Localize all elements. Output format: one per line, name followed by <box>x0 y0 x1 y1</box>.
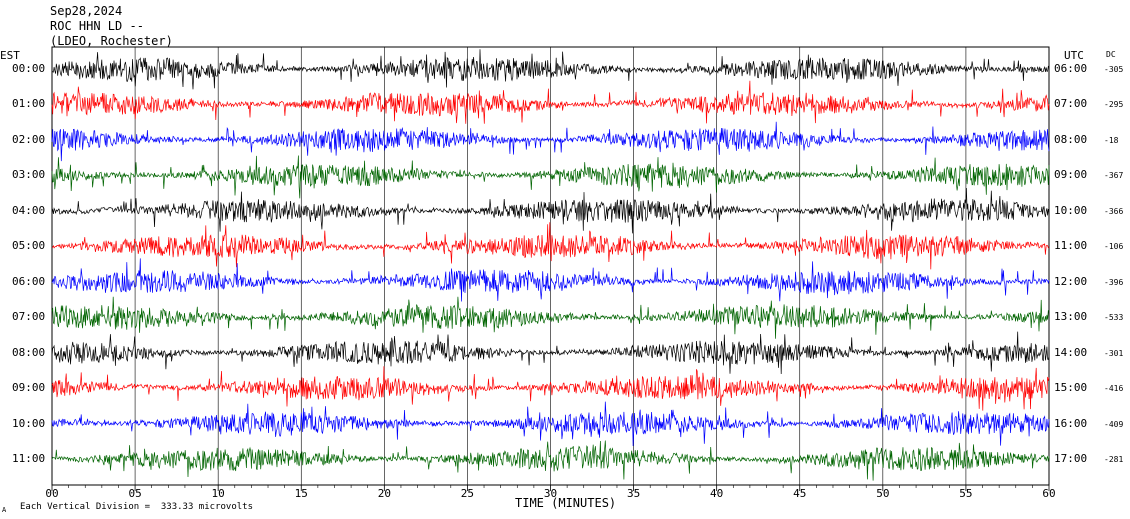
dc-label: -281 <box>1104 454 1124 464</box>
dc-label: -106 <box>1104 242 1124 252</box>
trace-1000 <box>51 401 1050 447</box>
footer-note: Each Vertical Division = 333.33 microvol… <box>20 502 253 512</box>
est-label: 04:00 <box>12 203 46 217</box>
utc-label: 10:00 <box>1054 203 1088 217</box>
dc-label: -533 <box>1104 313 1124 323</box>
x-tick-label: 50 <box>876 487 889 500</box>
x-tick-label: 15 <box>295 487 308 500</box>
trace-0300 <box>51 155 1050 199</box>
station-label: ROC HHN LD -- <box>50 19 144 33</box>
x-axis-title: TIME (MINUTES) <box>515 496 617 510</box>
utc-label: 17:00 <box>1054 451 1088 465</box>
utc-label: 07:00 <box>1054 97 1088 111</box>
dc-label: -409 <box>1104 419 1124 429</box>
est-label: 00:00 <box>12 62 46 75</box>
x-tick-label: 60 <box>1042 487 1055 500</box>
trace-0000 <box>51 49 1050 90</box>
dc-label: -301 <box>1104 348 1124 358</box>
dc-title: DC <box>1106 50 1116 59</box>
trace-0100 <box>51 80 1050 124</box>
est-label: 10:00 <box>12 416 46 430</box>
est-label: 07:00 <box>12 310 46 324</box>
network-label: (LDEO, Rochester) <box>50 34 173 48</box>
x-tick-label: 40 <box>710 487 723 500</box>
x-tick-label: 30 <box>544 487 557 500</box>
dc-label: -18 <box>1104 135 1119 145</box>
trace-0900 <box>51 366 1050 411</box>
x-tick-label: 00 <box>45 487 58 500</box>
trace-0700 <box>51 296 1050 339</box>
dc-label: -396 <box>1104 277 1124 287</box>
dc-label: -366 <box>1104 206 1124 216</box>
dc-label: -367 <box>1104 171 1124 181</box>
trace-0800 <box>51 331 1050 375</box>
utc-label: 11:00 <box>1054 239 1088 253</box>
est-label: 02:00 <box>12 132 46 146</box>
utc-label: 16:00 <box>1054 416 1088 430</box>
est-label: 09:00 <box>12 381 46 395</box>
x-tick-label: 45 <box>793 487 806 500</box>
est-label: 05:00 <box>12 239 46 253</box>
date-label: Sep28,2024 <box>50 4 123 18</box>
footer-mark: A <box>2 506 7 514</box>
utc-label: 09:00 <box>1054 168 1088 182</box>
trace-0500 <box>52 222 1050 270</box>
dc-label: -295 <box>1104 100 1124 110</box>
est-label: 03:00 <box>12 168 46 182</box>
trace-0200 <box>51 121 1050 162</box>
est-label: 08:00 <box>12 345 46 359</box>
x-tick-label: 35 <box>627 487 640 500</box>
x-tick-label: 05 <box>128 487 141 500</box>
trace-1100 <box>51 440 1050 481</box>
utc-axis-title: UTC <box>1064 49 1084 62</box>
x-tick-label: 25 <box>461 487 474 500</box>
est-axis-title: EST <box>0 49 20 62</box>
x-tick-label: 55 <box>959 487 972 500</box>
est-label: 06:00 <box>12 274 46 288</box>
est-label: 11:00 <box>12 451 46 465</box>
dc-label: -416 <box>1104 384 1124 394</box>
utc-label: 08:00 <box>1054 132 1088 146</box>
dc-label: -305 <box>1104 65 1124 74</box>
est-label: 01:00 <box>12 97 46 111</box>
utc-label: 15:00 <box>1054 381 1088 395</box>
trace-0400 <box>51 187 1050 234</box>
x-tick-label: 20 <box>378 487 391 500</box>
trace-0600 <box>51 258 1050 302</box>
utc-label: 14:00 <box>1054 345 1088 359</box>
utc-label: 06:00 <box>1054 62 1088 75</box>
utc-label: 13:00 <box>1054 310 1088 324</box>
x-tick-label: 10 <box>212 487 225 500</box>
utc-label: 12:00 <box>1054 274 1088 288</box>
